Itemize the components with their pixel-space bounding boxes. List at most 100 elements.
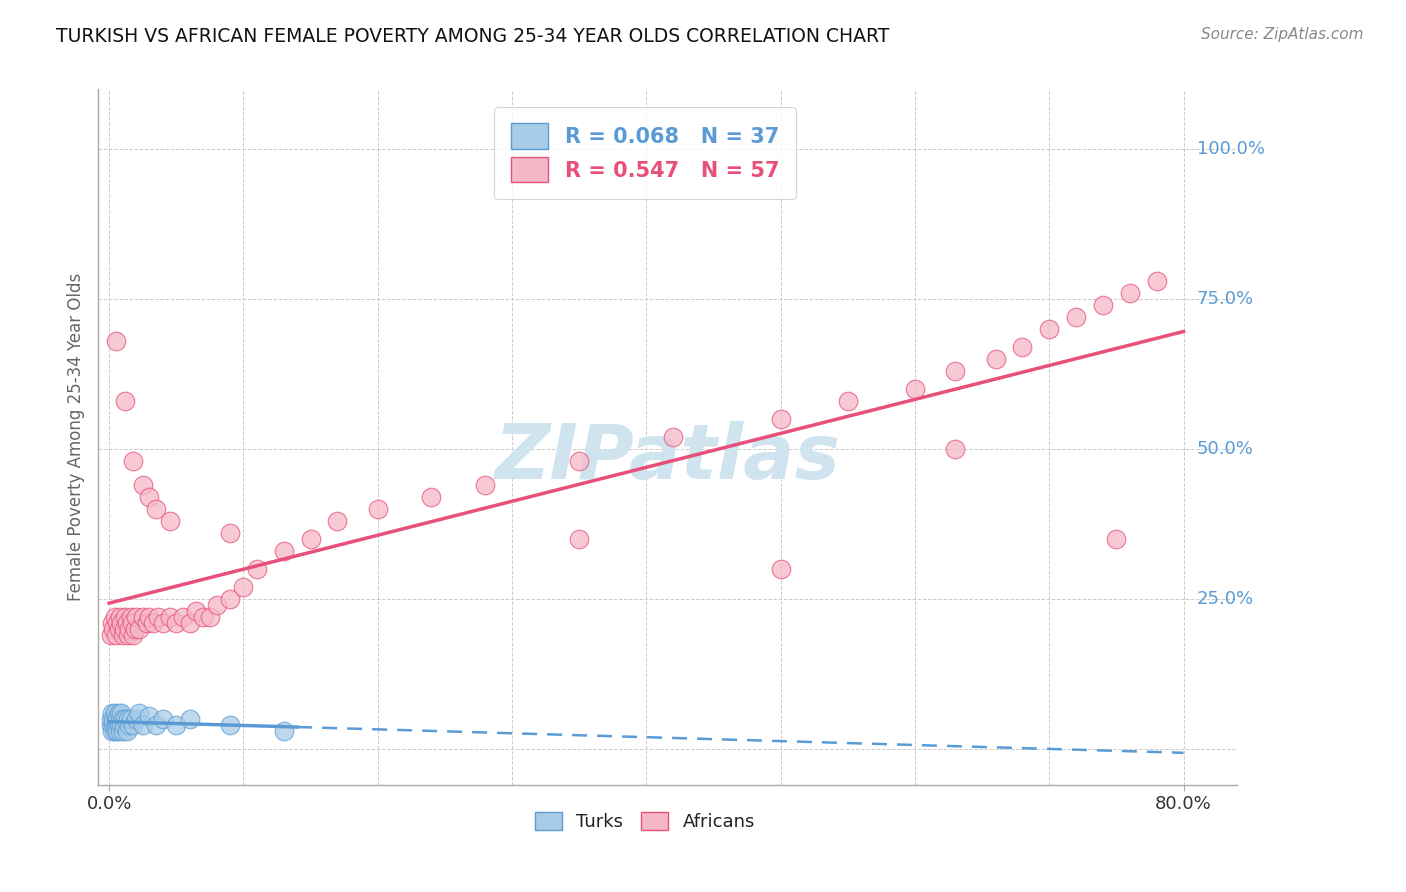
Point: [124, 622, 146, 636]
Point: [122, 718, 145, 732]
Text: 25.0%: 25.0%: [1197, 590, 1254, 608]
Point: [186, 604, 208, 618]
Point: [138, 709, 160, 723]
Point: [111, 723, 134, 738]
Point: [111, 712, 134, 726]
Point: [420, 490, 443, 504]
Point: [159, 514, 181, 528]
Point: [273, 544, 295, 558]
Point: [179, 712, 201, 726]
Point: [299, 532, 322, 546]
Point: [943, 442, 966, 456]
Point: [474, 478, 496, 492]
Point: [132, 718, 155, 732]
Point: [115, 723, 138, 738]
Point: [104, 712, 127, 726]
Point: [1011, 340, 1033, 354]
Point: [146, 610, 169, 624]
Point: [100, 628, 122, 642]
Point: [142, 615, 165, 630]
Point: [115, 615, 138, 630]
Point: [103, 712, 125, 726]
Point: [122, 628, 145, 642]
Point: [117, 628, 139, 642]
Point: [1105, 532, 1128, 546]
Point: [198, 610, 221, 624]
Text: ZIPatlas: ZIPatlas: [495, 421, 841, 495]
Point: [662, 430, 685, 444]
Point: [273, 723, 295, 738]
Point: [1146, 274, 1168, 288]
Point: [769, 412, 792, 426]
Point: [159, 610, 181, 624]
Point: [326, 514, 349, 528]
Point: [104, 718, 127, 732]
Point: [107, 706, 129, 720]
Point: [172, 610, 194, 624]
Point: [104, 334, 127, 348]
Point: [837, 394, 859, 409]
Point: [128, 622, 150, 636]
Point: [101, 615, 124, 630]
Text: 50.0%: 50.0%: [1197, 440, 1254, 458]
Point: [105, 723, 128, 738]
Point: [110, 706, 132, 720]
Point: [118, 718, 141, 732]
Text: 100.0%: 100.0%: [1197, 140, 1265, 158]
Point: [1091, 298, 1114, 312]
Point: [111, 628, 134, 642]
Point: [232, 580, 254, 594]
Point: [165, 718, 187, 732]
Legend: Turks, Africans: Turks, Africans: [527, 805, 762, 838]
Point: [1119, 286, 1142, 301]
Point: [1038, 322, 1060, 336]
Point: [984, 352, 1007, 367]
Point: [103, 718, 125, 732]
Point: [179, 615, 201, 630]
Point: [108, 723, 131, 738]
Point: [145, 502, 167, 516]
Point: [568, 532, 591, 546]
Point: [132, 610, 155, 624]
Point: [100, 718, 122, 732]
Point: [118, 622, 141, 636]
Point: [219, 718, 242, 732]
Point: [145, 718, 167, 732]
Point: [120, 712, 142, 726]
Point: [105, 712, 128, 726]
Point: [367, 502, 389, 516]
Point: [114, 610, 136, 624]
Point: [100, 712, 122, 726]
Point: [128, 706, 150, 720]
Text: Source: ZipAtlas.com: Source: ZipAtlas.com: [1201, 27, 1364, 42]
Point: [904, 382, 927, 396]
Text: TURKISH VS AFRICAN FEMALE POVERTY AMONG 25-34 YEAR OLDS CORRELATION CHART: TURKISH VS AFRICAN FEMALE POVERTY AMONG …: [56, 27, 890, 45]
Point: [125, 712, 148, 726]
Point: [165, 615, 187, 630]
Point: [132, 478, 155, 492]
Point: [104, 628, 127, 642]
Point: [246, 562, 269, 576]
Point: [120, 610, 142, 624]
Point: [105, 615, 128, 630]
Point: [112, 622, 135, 636]
Point: [103, 622, 125, 636]
Point: [110, 615, 132, 630]
Point: [107, 622, 129, 636]
Point: [108, 610, 131, 624]
Point: [943, 364, 966, 378]
Point: [769, 562, 792, 576]
Point: [152, 712, 174, 726]
Point: [205, 598, 228, 612]
Point: [193, 610, 215, 624]
Point: [121, 615, 143, 630]
Point: [152, 615, 174, 630]
Point: [117, 712, 139, 726]
Point: [110, 718, 132, 732]
Text: 75.0%: 75.0%: [1197, 290, 1254, 308]
Point: [568, 454, 591, 468]
Point: [103, 706, 125, 720]
Point: [138, 610, 160, 624]
Point: [1064, 310, 1087, 325]
Point: [135, 615, 157, 630]
